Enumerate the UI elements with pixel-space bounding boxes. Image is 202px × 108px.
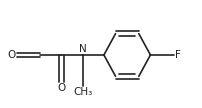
Text: CH₃: CH₃ xyxy=(73,87,92,97)
Text: N: N xyxy=(79,44,86,54)
Text: O: O xyxy=(57,83,65,93)
Text: F: F xyxy=(175,50,181,60)
Text: O: O xyxy=(7,50,16,60)
